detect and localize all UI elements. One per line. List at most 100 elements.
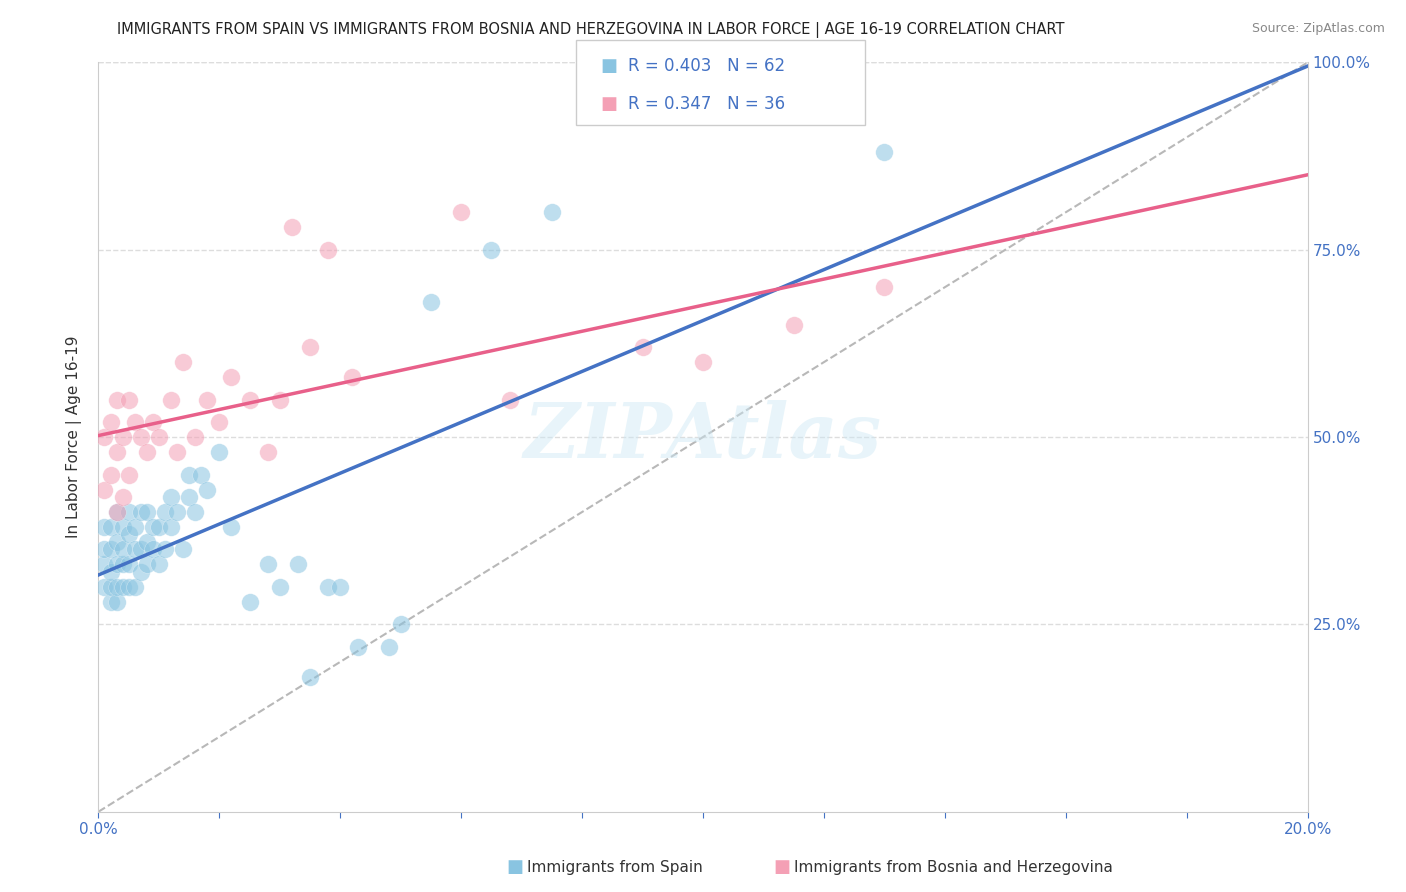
Point — [481, 243, 503, 257]
Point — [166, 445, 188, 459]
Point — [100, 595, 122, 609]
Point — [195, 483, 218, 497]
Point — [111, 520, 134, 534]
Point — [111, 542, 134, 557]
Point — [100, 467, 122, 482]
Text: ZIPAtlas: ZIPAtlas — [524, 401, 882, 474]
Point — [221, 520, 243, 534]
Point — [256, 445, 278, 459]
Point — [105, 580, 128, 594]
Point — [135, 535, 157, 549]
Point — [118, 580, 141, 594]
Point — [100, 415, 122, 429]
Point — [873, 145, 896, 160]
Text: Immigrants from Spain: Immigrants from Spain — [527, 860, 703, 874]
Point — [93, 542, 115, 557]
Point — [124, 520, 146, 534]
Text: ■: ■ — [600, 57, 617, 75]
Text: R = 0.347   N = 36: R = 0.347 N = 36 — [628, 95, 786, 112]
Point — [184, 430, 207, 444]
Point — [124, 542, 146, 557]
Y-axis label: In Labor Force | Age 16-19: In Labor Force | Age 16-19 — [66, 335, 83, 539]
Point — [239, 595, 262, 609]
Point — [93, 430, 115, 444]
Point — [135, 445, 157, 459]
Text: IMMIGRANTS FROM SPAIN VS IMMIGRANTS FROM BOSNIA AND HERZEGOVINA IN LABOR FORCE |: IMMIGRANTS FROM SPAIN VS IMMIGRANTS FROM… — [117, 22, 1064, 38]
Point — [160, 520, 183, 534]
Point — [111, 558, 134, 572]
Point — [135, 558, 157, 572]
Point — [124, 415, 146, 429]
Point — [142, 520, 165, 534]
Point — [124, 580, 146, 594]
Point — [540, 205, 562, 219]
Point — [100, 580, 122, 594]
Point — [129, 542, 152, 557]
Point — [129, 505, 152, 519]
Point — [179, 467, 201, 482]
Text: ■: ■ — [600, 95, 617, 112]
Point — [93, 558, 115, 572]
Point — [783, 318, 806, 332]
Point — [153, 505, 176, 519]
Text: ■: ■ — [773, 858, 790, 876]
Point — [342, 370, 364, 384]
Point — [195, 392, 218, 407]
Point — [100, 565, 122, 579]
Point — [148, 430, 170, 444]
Point — [420, 295, 443, 310]
Point — [208, 445, 231, 459]
Point — [631, 340, 654, 354]
Point — [153, 542, 176, 557]
Point — [166, 505, 188, 519]
Text: R = 0.403   N = 62: R = 0.403 N = 62 — [628, 57, 786, 75]
Point — [208, 415, 231, 429]
Point — [160, 490, 183, 504]
Point — [118, 527, 141, 541]
Point — [692, 355, 714, 369]
Point — [129, 430, 152, 444]
Point — [172, 355, 194, 369]
Point — [377, 640, 399, 654]
Point — [93, 580, 115, 594]
Point — [450, 205, 472, 219]
Point — [281, 220, 304, 235]
Point — [316, 580, 339, 594]
Point — [498, 392, 520, 407]
Point — [105, 505, 128, 519]
Point — [299, 340, 322, 354]
Point — [118, 505, 141, 519]
Point — [148, 558, 170, 572]
Point — [93, 483, 115, 497]
Point — [100, 542, 122, 557]
Text: Immigrants from Bosnia and Herzegovina: Immigrants from Bosnia and Herzegovina — [794, 860, 1114, 874]
Point — [287, 558, 309, 572]
Point — [389, 617, 412, 632]
Point — [142, 415, 165, 429]
Point — [111, 490, 134, 504]
Point — [105, 595, 128, 609]
Point — [184, 505, 207, 519]
Point — [105, 392, 128, 407]
Point — [269, 580, 291, 594]
Point — [239, 392, 262, 407]
Point — [135, 505, 157, 519]
Text: ■: ■ — [506, 858, 523, 876]
Point — [347, 640, 370, 654]
Point — [299, 670, 322, 684]
Point — [129, 565, 152, 579]
Point — [316, 243, 339, 257]
Point — [190, 467, 212, 482]
Point — [118, 558, 141, 572]
Point — [118, 392, 141, 407]
Point — [873, 280, 896, 294]
Point — [100, 520, 122, 534]
Text: Source: ZipAtlas.com: Source: ZipAtlas.com — [1251, 22, 1385, 36]
Point — [269, 392, 291, 407]
Point — [256, 558, 278, 572]
Point — [111, 580, 134, 594]
Point — [105, 505, 128, 519]
Point — [105, 535, 128, 549]
Point — [118, 467, 141, 482]
Point — [221, 370, 243, 384]
